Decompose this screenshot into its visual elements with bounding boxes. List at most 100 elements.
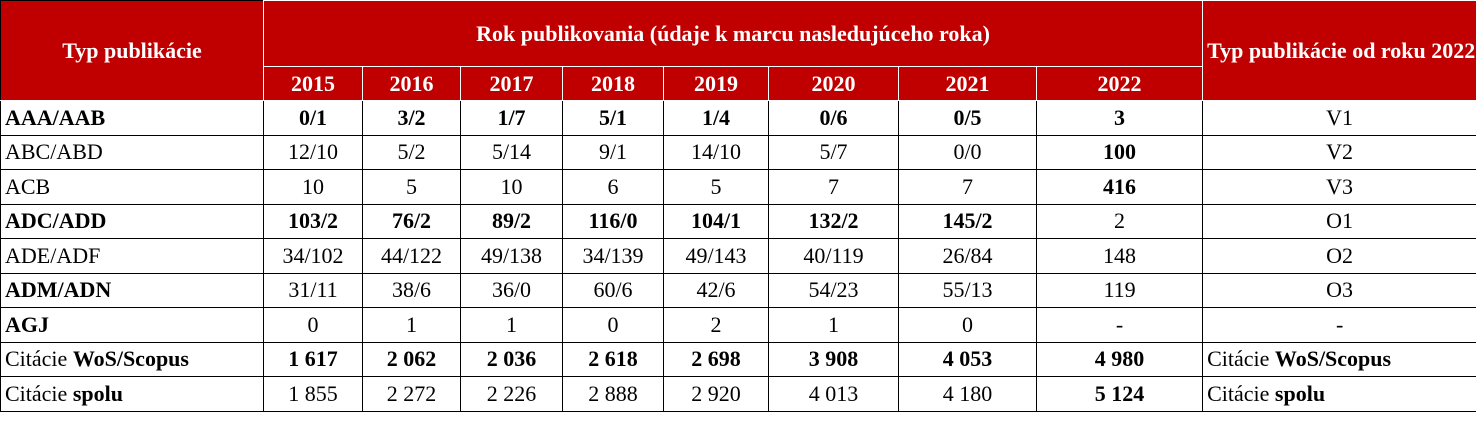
cell: 148 xyxy=(1035,238,1204,274)
cell: 0 xyxy=(898,307,1037,343)
since-cell: Citácie WoS/Scopus xyxy=(1202,341,1476,377)
cell: 49/143 xyxy=(663,238,769,274)
cell: 0/1 xyxy=(263,100,363,136)
cell: 38/6 xyxy=(362,272,461,308)
year-group-header: Rok publikovania (údaje k marcu nasleduj… xyxy=(262,0,1204,67)
cell: - xyxy=(1035,307,1204,343)
since-cell: O2 xyxy=(1202,238,1476,274)
row-label: ACB xyxy=(0,169,264,205)
cell: 2 226 xyxy=(460,376,563,412)
cell: 2 036 xyxy=(460,341,563,377)
table-row: AGJ 0 1 1 0 2 1 0- - xyxy=(0,307,1476,343)
cell: 10 xyxy=(460,169,563,205)
row-label: Citácie spolu xyxy=(0,376,264,412)
label-bold: spolu xyxy=(72,380,123,406)
cell: 3 908 xyxy=(768,341,899,377)
cell: 6 xyxy=(562,169,664,205)
table-row: ABC/ABD 12/10 5/2 5/14 9/1 14/10 5/7 0/0 100 V2 xyxy=(0,134,1476,170)
cell: 55/13 xyxy=(898,272,1037,308)
cell: 34/102 xyxy=(263,238,363,274)
table-row: Citácie WoS/Scopus 1 617 2 062 2 036 2 618 2 … xyxy=(0,341,1476,377)
cell: 5/2 xyxy=(362,134,461,170)
table-row: ACB 10 5 10 6 5 7 7 416 V3 xyxy=(0,169,1476,205)
type-header: Typ publikácie xyxy=(0,0,264,101)
cell: 145/2 xyxy=(898,203,1037,239)
cell: 40/119 xyxy=(768,238,899,274)
cell: 3 xyxy=(1035,100,1204,136)
since-cell: Citácie spolu xyxy=(1202,376,1476,412)
cell: 12/10 xyxy=(263,134,363,170)
cell: 5 xyxy=(362,169,461,205)
cell: 4 980 xyxy=(1035,341,1204,377)
year-header: 2016 xyxy=(362,66,461,101)
cell: 116/0 xyxy=(562,203,664,239)
cell: 1 617 xyxy=(263,341,363,377)
since-cell: V1 xyxy=(1202,100,1476,136)
cell: 0/5 xyxy=(898,100,1037,136)
since-cell: V2 xyxy=(1202,134,1476,170)
cell: 7 xyxy=(768,169,899,205)
row-label: ADM/ADN xyxy=(0,272,264,308)
year-header: 2020 xyxy=(768,66,899,101)
table-row: ADM/ADN 31/11 38/6 36/0 60/6 42/6 54/23 55/13 11… xyxy=(0,272,1476,308)
cell: 3/2 xyxy=(362,100,461,136)
cell: 14/10 xyxy=(663,134,769,170)
since-header: Typ publikácie od roku 2022 xyxy=(1202,0,1476,101)
cell: 5 xyxy=(663,169,769,205)
row-label: AAA/AAB xyxy=(0,100,264,136)
year-header: 2022 xyxy=(1035,66,1204,101)
row-label: ADC/ADD xyxy=(0,203,264,239)
cell: 5 124 xyxy=(1035,376,1204,412)
cell: 1 xyxy=(460,307,563,343)
label-plain: Citácie xyxy=(1207,346,1270,372)
label-bold: WoS/Scopus xyxy=(1274,346,1392,372)
cell: 4 013 xyxy=(768,376,899,412)
label-plain: Citácie xyxy=(1207,380,1270,406)
cell: 416 xyxy=(1035,169,1204,205)
cell: 100 xyxy=(1035,134,1204,170)
year-header: 2015 xyxy=(263,66,363,101)
publication-table: Typ publikácie Rok publikovania (údaje k… xyxy=(0,0,1476,412)
cell: 2 062 xyxy=(362,341,461,377)
table-row: ADE/ADF 34/102 44/122 49/138 34/139 49/143 40/… xyxy=(0,238,1476,274)
row-label: AGJ xyxy=(0,307,264,343)
cell: 0 xyxy=(263,307,363,343)
label-bold: WoS/Scopus xyxy=(72,346,189,372)
cell: 9/1 xyxy=(562,134,664,170)
year-header: 2019 xyxy=(663,66,769,101)
cell: 2 888 xyxy=(562,376,664,412)
cell: 1 xyxy=(362,307,461,343)
cell: 2 618 xyxy=(562,341,664,377)
table-row: Citácie spolu 1 855 2 272 2 226 2 888 2 920 4 … xyxy=(0,376,1476,412)
since-cell: V3 xyxy=(1202,169,1476,205)
since-cell: O3 xyxy=(1202,272,1476,308)
since-cell: - xyxy=(1202,307,1476,343)
cell: 2 698 xyxy=(663,341,769,377)
row-label: Citácie WoS/Scopus xyxy=(0,341,264,377)
cell: 1 855 xyxy=(263,376,363,412)
cell: 1/7 xyxy=(460,100,563,136)
cell: 132/2 xyxy=(768,203,899,239)
cell: 119 xyxy=(1035,272,1204,308)
cell: 44/122 xyxy=(362,238,461,274)
year-header: 2021 xyxy=(898,66,1037,101)
cell: 4 053 xyxy=(898,341,1037,377)
cell: 0/0 xyxy=(898,134,1037,170)
cell: 4 180 xyxy=(898,376,1037,412)
label-plain: Citácie xyxy=(5,346,68,372)
table-row: ADC/ADD 103/2 76/2 89/2 116/0 104/1 132/2 145/2… xyxy=(0,203,1476,239)
cell: 1/4 xyxy=(663,100,769,136)
cell: 5/7 xyxy=(768,134,899,170)
cell: 104/1 xyxy=(663,203,769,239)
row-label: ABC/ABD xyxy=(0,134,264,170)
cell: 5/14 xyxy=(460,134,563,170)
table-row: AAA/AAB 0/1 3/2 1/7 5/1 1/4 0/6 0/5 3 V1 xyxy=(0,100,1476,136)
label-plain: Citácie xyxy=(5,380,68,406)
cell: 54/23 xyxy=(768,272,899,308)
cell: 89/2 xyxy=(460,203,563,239)
row-label: ADE/ADF xyxy=(0,238,264,274)
cell: 76/2 xyxy=(362,203,461,239)
cell: 2 920 xyxy=(663,376,769,412)
label-bold: spolu xyxy=(1274,380,1326,406)
